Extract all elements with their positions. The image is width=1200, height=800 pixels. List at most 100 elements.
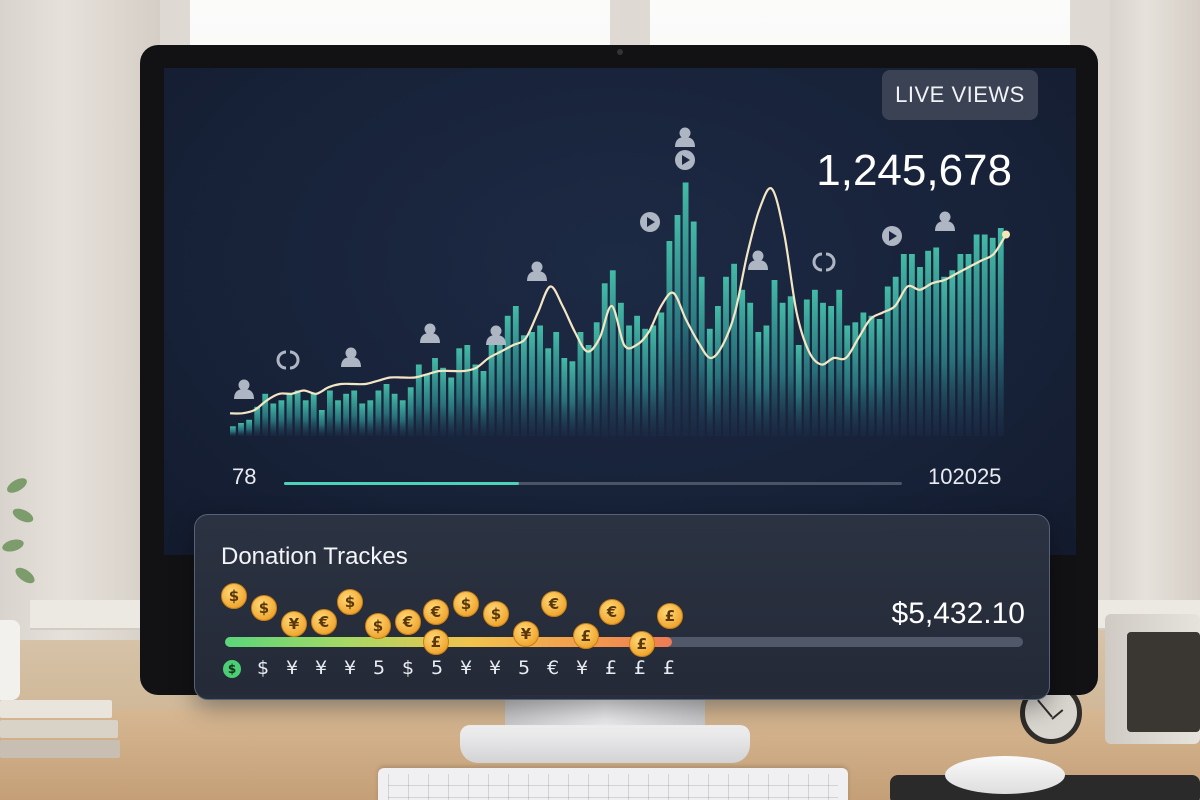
view-bar: [892, 276, 899, 437]
view-bar: [230, 426, 236, 437]
timeline-scrubber-fill: [284, 482, 519, 485]
play-icon[interactable]: [675, 150, 695, 170]
currency-symbol: ¥: [575, 657, 589, 679]
view-bar: [537, 325, 543, 436]
view-bar: [472, 364, 479, 436]
view-bar: [335, 400, 341, 437]
view-bar: [529, 332, 535, 436]
view-bar: [755, 332, 762, 436]
view-bar: [391, 393, 398, 437]
view-bar: [432, 358, 438, 436]
view-bar: [949, 270, 956, 437]
coin-icon: £: [423, 629, 449, 655]
view-bar: [238, 423, 244, 436]
currency-symbol: £: [662, 657, 676, 679]
view-bar: [294, 390, 301, 436]
donation-total: $5,432.10: [891, 597, 1025, 630]
view-bar: [763, 325, 770, 436]
view-bar: [884, 286, 891, 436]
view-bar: [900, 254, 907, 436]
view-bar: [424, 374, 430, 437]
coin-icon: $: [221, 583, 247, 609]
coin-icon: €: [599, 599, 625, 625]
currency-symbol: ¥: [285, 657, 299, 679]
person-icon[interactable]: [935, 211, 955, 232]
view-bar: [739, 289, 746, 437]
currency-symbol: ¥: [488, 657, 502, 679]
dollar-badge-icon: $: [223, 660, 241, 678]
coin-icon: €: [423, 599, 449, 625]
view-bar: [569, 361, 576, 437]
monitor-stand-base: [460, 725, 750, 763]
view-bar: [828, 306, 834, 436]
view-bar: [787, 296, 794, 437]
view-bar: [262, 393, 269, 437]
view-bar: [343, 393, 349, 437]
coin-icon: £: [657, 603, 683, 629]
person-icon[interactable]: [675, 127, 695, 148]
speaker: [1105, 614, 1200, 744]
mouse[interactable]: [945, 756, 1065, 794]
keyboard[interactable]: [378, 768, 848, 800]
coin-icon: €: [311, 609, 337, 635]
view-bar: [626, 325, 632, 436]
view-bar: [989, 237, 996, 437]
person-icon[interactable]: [420, 323, 440, 344]
coin-icon: $: [365, 613, 391, 639]
trend-end-dot: [1002, 230, 1010, 239]
view-bar: [367, 400, 374, 437]
coin-icon: $: [453, 591, 479, 617]
currency-symbol-row: $ $ ¥ ¥ ¥5 $5 ¥ ¥5 € ¥ £ £ £: [195, 657, 1051, 681]
view-bar: [803, 299, 810, 436]
view-bar: [488, 345, 495, 436]
view-bar: [448, 377, 455, 436]
view-bar: [779, 302, 786, 437]
view-bar: [795, 345, 802, 436]
currency-symbol: €: [546, 657, 560, 679]
scrubber-min-label: 78: [232, 464, 257, 489]
currency-symbol: 5: [372, 657, 386, 679]
view-bar: [997, 228, 1004, 436]
view-bar: [327, 390, 333, 436]
person-icon[interactable]: [486, 325, 506, 346]
view-bar: [666, 241, 673, 436]
view-bar: [658, 312, 665, 436]
currency-symbol: $: [401, 657, 415, 679]
view-bar: [496, 338, 503, 436]
person-icon[interactable]: [527, 261, 547, 282]
view-bar: [650, 325, 657, 436]
view-bar: [973, 234, 980, 436]
person-icon[interactable]: [234, 379, 254, 400]
person-icon[interactable]: [341, 347, 361, 368]
view-bar: [399, 400, 406, 437]
view-bar: [318, 410, 325, 436]
plant-pot: [0, 620, 20, 700]
view-bar: [512, 306, 519, 436]
coin-icon: ¥: [513, 621, 539, 647]
view-bar: [480, 371, 487, 436]
trend-line: [229, 187, 1007, 415]
view-bar: [351, 390, 358, 436]
refresh-icon[interactable]: [276, 350, 300, 370]
coin-icon: £: [573, 623, 599, 649]
view-bar: [674, 215, 681, 436]
view-bar: [723, 276, 729, 437]
view-bar: [601, 283, 608, 437]
person-icon[interactable]: [748, 250, 768, 271]
timeline-scrubber[interactable]: [284, 482, 902, 485]
coin-icon: £: [629, 631, 655, 657]
view-bar: [747, 302, 754, 437]
curtain-right: [1110, 0, 1200, 640]
live-views-badge[interactable]: LIVE VIEWS: [882, 70, 1038, 120]
refresh-icon[interactable]: [812, 252, 836, 272]
coin-stack: $ $ ¥ € $ $ € € £ $ $ ¥ € £ € £ £: [195, 515, 1051, 701]
currency-symbol: 5: [430, 657, 444, 679]
view-bar: [302, 400, 309, 437]
play-icon[interactable]: [882, 226, 902, 246]
view-bar: [270, 403, 277, 436]
view-bar: [609, 270, 616, 437]
play-icon[interactable]: [640, 212, 660, 232]
coin-icon: €: [395, 609, 421, 635]
coin-icon: €: [541, 591, 567, 617]
view-bar: [642, 328, 649, 437]
